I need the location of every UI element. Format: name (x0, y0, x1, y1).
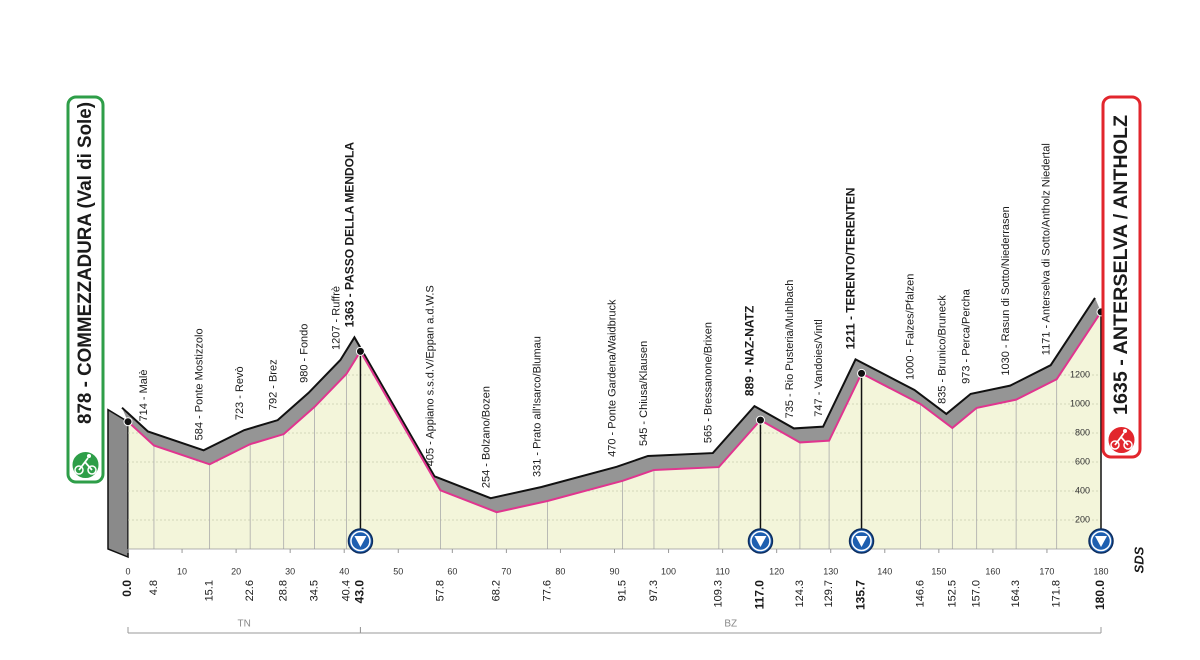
y-tick-label: 200 (1075, 514, 1090, 524)
profile-edge (121, 297, 1096, 500)
start-label: 878 - COMMEZZADURA (Val di Sole) (75, 102, 96, 424)
x-tick-label: 120 (769, 566, 784, 576)
start-icon (70, 450, 101, 480)
point-label: 1030 - Rasun di Sotto/Niederrasen (1000, 206, 1012, 375)
km-label: 109.3 (713, 580, 725, 608)
x-tick-label: 20 (231, 566, 241, 576)
x-tick-label: 180 (1093, 566, 1108, 576)
y-tick-label: 1000 (1070, 398, 1090, 408)
profile-line (127, 311, 1102, 514)
km-label: 97.3 (648, 580, 660, 601)
profile-band (122, 297, 1101, 513)
point-label: 980 - Fondo (298, 324, 310, 383)
point-label: 405 - Appiano s.s.d.V/Eppan a.d.W.S (424, 285, 436, 466)
km-label: 40.4 (340, 580, 352, 601)
x-tick-label: 70 (501, 566, 511, 576)
point-label: 1171 - Anterselva di Sotto/Antholz Niede… (1041, 143, 1053, 355)
km-label: 157.0 (971, 580, 983, 608)
point-label: 735 - Rio Pusteria/Muhlbach (784, 280, 796, 419)
marker-ring (350, 530, 371, 552)
km-label: 22.6 (244, 580, 256, 601)
km-label: 0.0 (120, 580, 134, 597)
finish-icon (1106, 425, 1137, 455)
logo: SDS (1131, 546, 1146, 573)
point-label: 1211 - TERENTO/TERENTEN (844, 188, 858, 350)
km-label: 152.5 (946, 580, 958, 608)
point-label: 889 - NAZ-NATZ (743, 306, 757, 396)
y-tick-label: 400 (1075, 485, 1090, 495)
x-tick-label: 160 (985, 566, 1000, 576)
km-label: 43.0 (353, 580, 367, 604)
point-label: 331 - Prato all'Isarco/Blumau (531, 336, 543, 477)
point-label: 1363 - PASSO DELLA MENDOLA (343, 142, 357, 328)
y-tick-label: 800 (1075, 427, 1090, 437)
y-tick-label: 1200 (1070, 369, 1090, 379)
point-dot (123, 417, 133, 427)
x-tick-label: 100 (661, 566, 676, 576)
point-label: 835 - Brunico/Bruneck (936, 295, 948, 404)
marker-arrow (855, 536, 868, 547)
km-label: 171.8 (1051, 580, 1063, 608)
y-tick-label: 600 (1075, 456, 1090, 466)
km-label: 164.3 (1010, 580, 1022, 608)
x-tick-label: 30 (285, 566, 295, 576)
point-label: 714 - Malè (138, 369, 150, 421)
km-label: 68.2 (491, 580, 503, 601)
x-tick-label: 40 (339, 566, 349, 576)
x-tick-label: 140 (877, 566, 892, 576)
point-label: 254 - Bolzano/Bozen (481, 386, 493, 488)
region-label: TN (238, 619, 251, 630)
km-label: 15.1 (204, 580, 216, 601)
marker-arrow (354, 536, 367, 547)
point-label: 747 - Vandoies/Vintl (813, 319, 825, 416)
km-label: 135.7 (854, 580, 868, 610)
point-label: 565 - Bressanone/Brixen (703, 322, 715, 443)
km-label: 77.6 (541, 580, 553, 601)
marker-arrow (754, 536, 767, 547)
x-tick-label: 90 (609, 566, 619, 576)
km-label: 34.5 (308, 580, 320, 601)
point-dot (355, 346, 365, 356)
point-label: 792 - Brez (268, 359, 280, 410)
point-label: 1207 - Ruffrè (330, 286, 342, 350)
x-tick-label: 80 (555, 566, 565, 576)
point-label: 973 - Perca/Percha (961, 288, 973, 384)
x-tick-label: 50 (393, 566, 403, 576)
km-label: 4.8 (148, 580, 160, 595)
x-tick-label: 0 (125, 566, 130, 576)
point-label: 1000 - Falzes/Pfalzen (904, 274, 916, 380)
x-tick-label: 60 (447, 566, 457, 576)
km-label: 91.5 (617, 580, 629, 601)
marker-ring (1090, 530, 1112, 552)
x-tick-label: 10 (177, 566, 187, 576)
point-label: 723 - Revò (234, 366, 246, 420)
km-label: 129.7 (823, 580, 835, 608)
x-tick-label: 150 (931, 566, 946, 576)
km-label: 124.3 (794, 580, 806, 608)
point-dot (857, 368, 867, 378)
km-label: 28.8 (278, 580, 290, 601)
point-label: 584 - Ponte Mostizzolo (194, 328, 206, 440)
km-label: 146.6 (914, 580, 926, 608)
profile-side (107, 408, 129, 559)
marker-arrow (1095, 536, 1107, 547)
km-label: 180.0 (1093, 580, 1107, 610)
point-dot (755, 415, 765, 425)
point-label: 545 - Chiusa/Klausen (638, 341, 650, 446)
region-label: BZ (724, 619, 737, 630)
km-label: 57.8 (434, 580, 446, 601)
point-label: 470 - Ponte Gardena/Waidbruck (607, 299, 619, 457)
marker-ring (750, 530, 771, 552)
marker-ring (851, 530, 872, 552)
finish-box (1101, 95, 1142, 459)
x-tick-label: 130 (823, 566, 838, 576)
start-box (66, 95, 105, 484)
x-tick-label: 110 (715, 566, 729, 576)
km-label: 117.0 (753, 580, 767, 610)
x-tick-label: 170 (1039, 566, 1054, 576)
finish-label: 1635 - ANTERSELVA / ANTHOLZ (1111, 115, 1132, 415)
